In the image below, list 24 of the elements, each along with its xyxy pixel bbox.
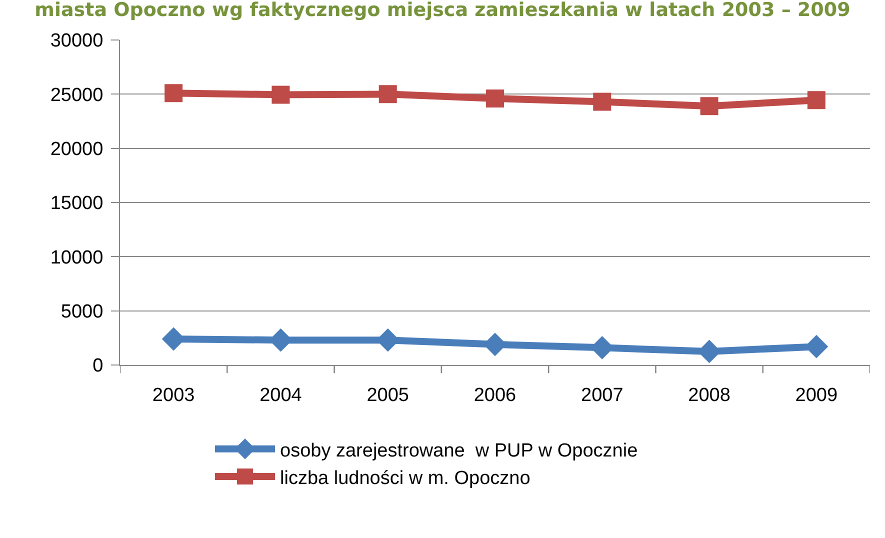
x-tick-label: 2009 — [795, 384, 838, 406]
y-tick-label: 25000 — [50, 84, 104, 106]
legend-label: liczba ludności w m. Opoczno — [280, 468, 530, 489]
x-tick-label: 2008 — [688, 384, 730, 406]
y-tick-label: 5000 — [60, 301, 104, 322]
point — [272, 86, 290, 104]
x-tick-label: 2005 — [366, 384, 409, 406]
y-tick-label: 30000 — [50, 30, 104, 52]
point — [378, 85, 397, 104]
x-tick-label: 2007 — [581, 384, 624, 406]
x-tick-label: 2003 — [152, 384, 195, 406]
legend-label: osoby zarejestrowane w PUP w Opocznie — [280, 440, 638, 462]
point — [807, 91, 826, 110]
y-tick-label: 15000 — [50, 193, 104, 214]
y-tick-label: 0 — [92, 356, 104, 377]
y-tick-label: 20000 — [50, 138, 104, 160]
x-tick-label: 2006 — [474, 384, 516, 406]
point — [700, 97, 718, 116]
x-tick-label: 2004 — [260, 384, 302, 406]
chart-title: miasta Opoczno wg faktycznego miejsca zamieszkania w latach 2003 – 2009 — [34, 0, 850, 21]
y-tick-label: 10000 — [50, 247, 104, 268]
point — [593, 92, 612, 111]
point — [164, 84, 183, 102]
point — [486, 90, 504, 108]
